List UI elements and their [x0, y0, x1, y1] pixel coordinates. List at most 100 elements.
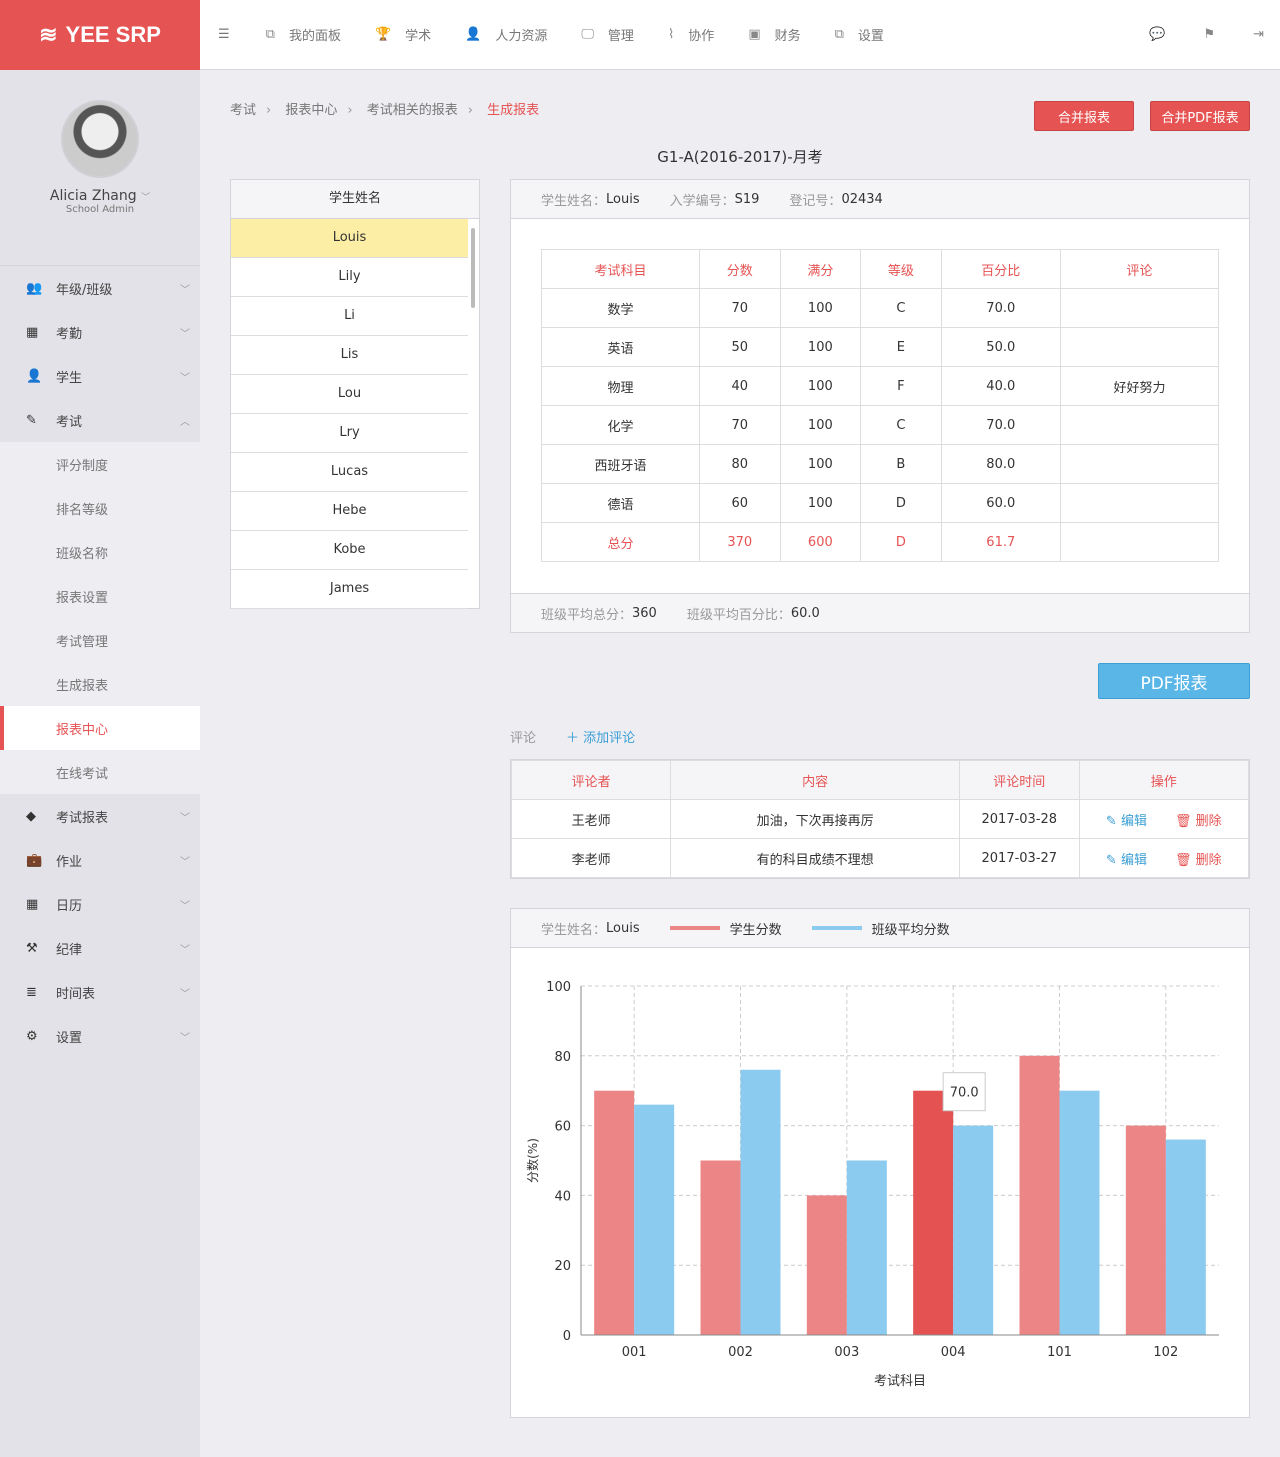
edit-button[interactable]: ✎ 编辑 [1106, 814, 1147, 829]
flag-icon[interactable]: ⚑ [1203, 27, 1216, 42]
merge-pdf-report-button[interactable]: 合并PDF报表 [1150, 101, 1250, 131]
table-header: 考试科目 分数 满分 等级 百分比 评论 [540, 249, 1220, 289]
rss-icon: ⌇ [667, 27, 675, 42]
table-cell: 总分 [540, 522, 701, 562]
chart-panel: 学生姓名： Louis 学生分数 班级平均分数 0 20 40 60 80 100 001 00… [510, 908, 1250, 1418]
column-header: 内容 [670, 760, 960, 800]
sidebar-subitem[interactable]: 班级名称 [0, 530, 200, 574]
menu-toggle-icon[interactable]: ☰ [218, 27, 230, 42]
logout-icon[interactable]: ⇥ [1253, 27, 1264, 42]
student-row[interactable]: Lou [231, 375, 468, 414]
chat-icon[interactable]: 💬 [1149, 27, 1166, 42]
topnav-item[interactable]: 🏆 学术 [375, 25, 431, 44]
topnav-label: 我的面板 [288, 29, 341, 44]
table-cell: 有的科目成绩不理想 [670, 838, 960, 878]
sidebar-subitem[interactable]: 排名等级 [0, 486, 200, 530]
sidebar-subitem[interactable]: 生成报表 [0, 662, 200, 706]
sidebar-item[interactable]: 👥 年级/班级 ﹀ [0, 266, 200, 310]
sidebar-item[interactable]: 💼 作业 ﹀ [0, 838, 200, 882]
topnav-item[interactable]: ▣ 财务 [748, 25, 800, 44]
bar-class-average[interactable] [634, 1104, 675, 1335]
sidebar-item[interactable]: ⚒ 纪律 ﹀ [0, 926, 200, 970]
bar-student[interactable] [1125, 1125, 1166, 1335]
column-header: 等级 [860, 249, 942, 289]
registration-number: 02434 [841, 191, 883, 207]
column-header: 百分比 [940, 249, 1061, 289]
sidebar-item[interactable]: ⚙ 设置 ﹀ [0, 1014, 200, 1058]
bar-student[interactable] [594, 1090, 635, 1335]
sidebar-item[interactable]: ◆ 考试报表 ﹀ [0, 794, 200, 838]
student-row[interactable]: Lis [231, 336, 468, 375]
bar-class-average[interactable] [1059, 1090, 1100, 1335]
copy-icon: ⧉ [834, 27, 844, 42]
edit-button[interactable]: ✎ 编辑 [1106, 853, 1147, 868]
chevron-down-icon: ﹀ [180, 988, 190, 1000]
sidebar-subitem[interactable]: 考试管理 [0, 618, 200, 662]
merge-report-button[interactable]: 合并报表 [1034, 101, 1134, 131]
bar-student[interactable] [1019, 1055, 1060, 1335]
bar-class-average[interactable] [846, 1160, 887, 1336]
column-header: 操作 [1078, 760, 1250, 800]
student-row[interactable]: Lily [231, 258, 468, 297]
legend-label[interactable]: 学生分数 [729, 922, 782, 938]
student-row[interactable]: Li [231, 297, 468, 336]
logo[interactable]: ≋ YEE SRP [0, 0, 200, 70]
label: 入学编号： [669, 193, 735, 209]
bar-student[interactable] [806, 1195, 847, 1335]
bar-class-average[interactable] [953, 1125, 994, 1335]
student-row[interactable]: Louis [231, 219, 468, 258]
trophy-icon: 🏆 [374, 27, 392, 42]
table-cell: 100 [779, 366, 862, 406]
breadcrumb-item[interactable]: 报表中心 [285, 103, 338, 118]
calendar-icon: ▦ [26, 324, 39, 340]
total-row: 总分 370 600 D 61.7 [540, 522, 1220, 562]
student-row[interactable]: James [231, 570, 468, 609]
topnav-item[interactable]: ⧉ 我的面板 [266, 25, 341, 44]
table-cell: 李老师 [510, 838, 672, 878]
breadcrumb-item[interactable]: 考试 [230, 103, 257, 118]
bar-class-average[interactable] [1165, 1139, 1206, 1335]
add-comment-button[interactable]: ＋ 添加评论 [566, 731, 636, 746]
student-row[interactable]: Hebe [231, 492, 468, 531]
bar-student[interactable] [913, 1090, 954, 1335]
breadcrumb-item[interactable]: 考试相关的报表 [366, 103, 458, 118]
student-name: Louis [606, 920, 640, 936]
topnav-item[interactable]: 👤 人力资源 [465, 25, 547, 44]
delete-button[interactable]: 🗑 删除 [1175, 814, 1222, 829]
bar-student[interactable] [700, 1160, 741, 1336]
sidebar-item[interactable]: ≣ 时间表 ﹀ [0, 970, 200, 1014]
table-cell [1059, 405, 1220, 445]
table-row: 英语 50 100 E 50.0 [540, 327, 1220, 367]
sidebar-subitem[interactable]: 评分制度 [0, 442, 200, 486]
sidebar-subitem[interactable]: 报表设置 [0, 574, 200, 618]
sidebar-item[interactable]: ▦ 日历 ﹀ [0, 882, 200, 926]
student-row[interactable]: Lry [231, 414, 468, 453]
topnav-item[interactable]: ⧉ 设置 [835, 25, 884, 44]
table-cell: 100 [779, 327, 862, 367]
sidebar-subitem[interactable]: 报表中心 [0, 706, 200, 750]
table-cell: 61.7 [940, 522, 1061, 562]
sidebar-item-label: 评分制度 [56, 458, 109, 474]
sidebar-item-label: 考试报表 [56, 810, 109, 826]
table-cell: 60.0 [940, 483, 1061, 523]
user-name[interactable]: Alicia Zhang ﹀ [49, 188, 151, 204]
sidebar-item-label: 设置 [56, 1030, 83, 1046]
topnav-item[interactable]: 🖵 管理 [581, 25, 634, 44]
table-cell: F [860, 366, 942, 406]
student-row[interactable]: Lucas [231, 453, 468, 492]
sidebar-item[interactable]: ✎ 考试 ︿ [0, 398, 200, 442]
sidebar-item[interactable]: ▦ 考勤 ﹀ [0, 310, 200, 354]
student-row[interactable]: Kobe [231, 531, 468, 570]
legend-label[interactable]: 班级平均分数 [871, 922, 950, 938]
pdf-report-button[interactable]: PDF报表 [1098, 663, 1250, 699]
comment-row: 王老师 加油，下次再接再厉 2017-03-28 ✎ 编辑 🗑 删除 [510, 799, 1250, 839]
sidebar-item-label: 生成报表 [56, 678, 109, 694]
scrollbar[interactable] [471, 228, 475, 308]
bar-class-average[interactable] [740, 1069, 781, 1335]
delete-button[interactable]: 🗑 删除 [1175, 853, 1222, 868]
sidebar-subitem[interactable]: 在线考试 [0, 750, 200, 794]
sidebar-item[interactable]: 👤 学生 ﹀ [0, 354, 200, 398]
label: 学生姓名： [541, 193, 607, 209]
table-cell: 加油，下次再接再厉 [670, 799, 960, 839]
topnav-item[interactable]: ⌇ 协作 [668, 25, 714, 44]
